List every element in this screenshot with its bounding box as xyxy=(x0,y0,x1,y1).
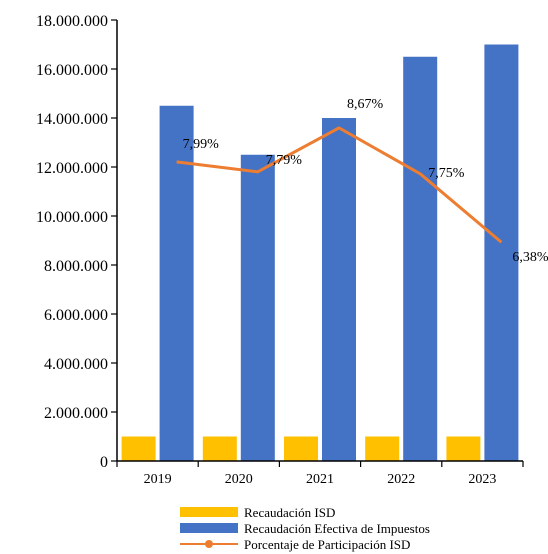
x-tick-label-2022: 2022 xyxy=(387,472,415,487)
y-tick-label: 0 xyxy=(100,454,108,471)
bar-recaudacion-efectiva-2022 xyxy=(403,56,438,461)
legend-marker-porcentaje xyxy=(205,540,213,548)
x-tick-label-2021: 2021 xyxy=(306,472,334,487)
bar-recaudacion-efectiva-2020 xyxy=(240,154,275,461)
x-tick-label-2023: 2023 xyxy=(468,472,496,487)
y-tick-label: 8.000.000 xyxy=(44,258,108,275)
y-tick-label: 4.000.000 xyxy=(44,356,108,373)
y-tick-label: 12.000.000 xyxy=(36,160,108,177)
bar-recaudacion-isd-2023 xyxy=(446,436,481,461)
legend-swatch-efectiva xyxy=(180,523,238,533)
bar-recaudacion-isd-2022 xyxy=(365,436,400,461)
legend-label-porcentaje: Porcentaje de Participación ISD xyxy=(244,537,410,552)
data-label-porcentaje-2023: 6,38% xyxy=(512,250,548,265)
y-tick-label: 16.000.000 xyxy=(36,62,108,79)
data-label-porcentaje-2020: 7,79% xyxy=(266,153,303,168)
legend-label-isd: Recaudación ISD xyxy=(244,505,335,520)
legend-swatch-isd xyxy=(180,507,238,517)
data-label-porcentaje-2022: 7,75% xyxy=(428,166,465,181)
bar-recaudacion-isd-2020 xyxy=(202,436,237,461)
y-tick-label: 18.000.000 xyxy=(36,13,108,30)
legend-label-efectiva: Recaudación Efectiva de Impuestos xyxy=(244,521,430,536)
y-tick-label: 2.000.000 xyxy=(44,405,108,422)
x-tick-label-2020: 2020 xyxy=(225,472,253,487)
y-tick-label: 6.000.000 xyxy=(44,307,108,324)
y-tick-label: 10.000.000 xyxy=(36,209,108,226)
x-tick-label-2019: 2019 xyxy=(144,472,172,487)
y-tick-label: 14.000.000 xyxy=(36,111,108,128)
data-label-porcentaje-2021: 8,67% xyxy=(347,97,384,112)
bar-recaudacion-isd-2019 xyxy=(121,436,156,461)
bar-recaudacion-isd-2021 xyxy=(284,436,318,461)
line-porcentaje-participacion xyxy=(176,126,503,244)
bar-recaudacion-efectiva-2021 xyxy=(322,118,356,461)
bar-recaudacion-efectiva-2019 xyxy=(159,105,194,461)
data-label-porcentaje-2019: 7,99% xyxy=(183,137,220,152)
bar-recaudacion-efectiva-2023 xyxy=(484,44,519,461)
